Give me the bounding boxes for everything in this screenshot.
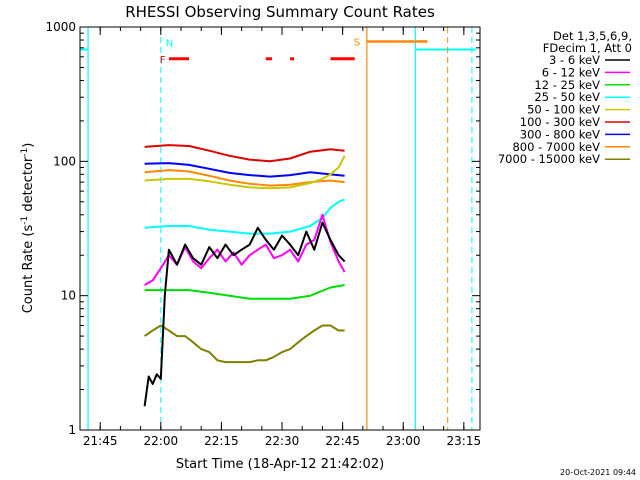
y-tick-label-3: 1000 bbox=[45, 20, 76, 34]
y-tick-label-1: 10 bbox=[61, 289, 76, 303]
legend-label-7: 800 - 7000 keV bbox=[512, 140, 600, 154]
legend-header-1: Det 1,3,5,6,9, bbox=[553, 29, 632, 43]
x-tick-label-0: 21:45 bbox=[83, 434, 118, 448]
flare-marker-label: F bbox=[160, 55, 166, 66]
legend-label-3: 25 - 50 keV bbox=[534, 90, 600, 104]
y-axis-label-mid: detector bbox=[21, 156, 36, 216]
legend-label-0: 3 - 6 keV bbox=[549, 53, 600, 67]
timestamp: 20-Oct-2021 09:44 bbox=[560, 468, 636, 477]
night-marker-label: N bbox=[166, 38, 173, 49]
legend-label-1: 6 - 12 keV bbox=[542, 65, 600, 79]
x-tick-label-3: 22:30 bbox=[265, 434, 300, 448]
series-line-8 bbox=[144, 324, 345, 364]
y-axis-label-end: ) bbox=[21, 143, 36, 148]
chart-title: RHESSI Observing Summary Count Rates bbox=[125, 3, 435, 21]
y-axis: 1 10 100 1000 bbox=[45, 20, 480, 437]
legend-label-8: 7000 - 15000 keV bbox=[498, 152, 600, 166]
y-axis-label-sup2: -1 bbox=[20, 148, 30, 157]
x-tick-label-1: 22:00 bbox=[144, 434, 179, 448]
legend: Det 1,3,5,6,9, FDecim 1, Att 0 3 - 6 keV… bbox=[498, 29, 632, 166]
series-line-0 bbox=[143, 221, 346, 407]
series-line-5 bbox=[144, 144, 345, 163]
x-tick-label-5: 23:00 bbox=[386, 434, 421, 448]
legend-header-2: FDecim 1, Att 0 bbox=[543, 41, 632, 55]
y-axis-label-main: Count Rate (s bbox=[21, 225, 36, 314]
legend-label-2: 12 - 25 keV bbox=[534, 78, 600, 92]
x-tick-label-6: 23:15 bbox=[447, 434, 482, 448]
y-tick-label-0: 1 bbox=[68, 423, 76, 437]
x-axis-label: Start Time (18-Apr-12 21:42:02) bbox=[176, 457, 384, 472]
series-line-6 bbox=[144, 162, 345, 178]
series-line-2 bbox=[144, 284, 345, 300]
y-axis-label-sup1: -1 bbox=[20, 216, 30, 225]
plot-area: FN S bbox=[80, 27, 476, 430]
y-axis-label: Count Rate (s-1 detector-1) bbox=[20, 143, 36, 314]
x-tick-label-4: 22:45 bbox=[325, 434, 360, 448]
saa-marker-label: S bbox=[354, 37, 360, 48]
y-tick-label-2: 100 bbox=[53, 154, 76, 168]
legend-label-4: 50 - 100 keV bbox=[527, 103, 600, 117]
legend-label-6: 300 - 800 keV bbox=[520, 127, 600, 141]
series-line-4 bbox=[144, 155, 346, 190]
series-line-3 bbox=[144, 198, 345, 235]
x-tick-label-2: 22:15 bbox=[204, 434, 239, 448]
x-axis: 21:45 22:00 22:15 22:30 22:45 23:00 23:15 bbox=[79, 27, 482, 448]
legend-label-5: 100 - 300 keV bbox=[520, 115, 600, 129]
plot-frame bbox=[79, 26, 481, 431]
